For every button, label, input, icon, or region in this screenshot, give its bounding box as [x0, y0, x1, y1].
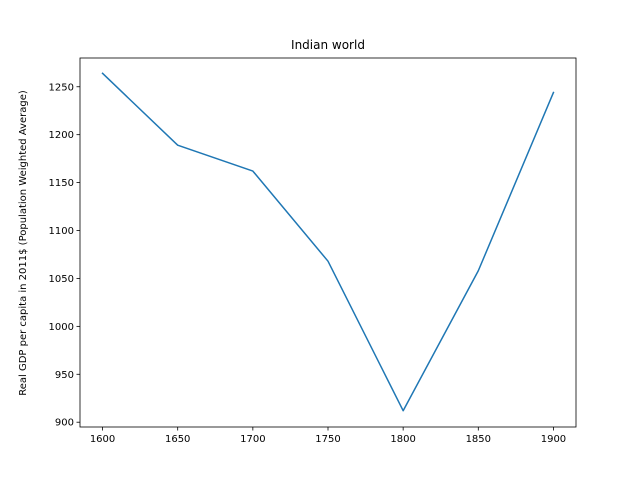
- x-tick-label: 1600: [90, 434, 115, 445]
- x-tick-label: 1800: [390, 434, 415, 445]
- axes-frame: [79, 57, 577, 428]
- y-axis-label: Real GDP per capita in 2011$ (Population…: [18, 90, 29, 396]
- chart-title: Indian world: [291, 38, 365, 52]
- y-tick-label: 1050: [49, 274, 74, 285]
- series-line-0: [101, 72, 555, 412]
- y-tick-label: 1200: [49, 130, 74, 141]
- x-tick-label: 1850: [466, 434, 491, 445]
- y-tick-label: 1100: [49, 226, 74, 237]
- x-tick-label: 1750: [315, 434, 340, 445]
- y-tick-label: 950: [55, 370, 74, 381]
- y-tick-label: 1150: [49, 178, 74, 189]
- y-tick-label: 900: [55, 418, 74, 429]
- plot-area: 1600 1650 1700 1750 1800 1850 1900 900 950 1000 10…: [49, 57, 577, 445]
- y-tick-label: 1000: [49, 322, 74, 333]
- x-tick-label: 1700: [240, 434, 265, 445]
- x-tick-label: 1900: [541, 434, 566, 445]
- x-tick-label: 1650: [165, 434, 190, 445]
- y-tick-label: 1250: [49, 82, 74, 93]
